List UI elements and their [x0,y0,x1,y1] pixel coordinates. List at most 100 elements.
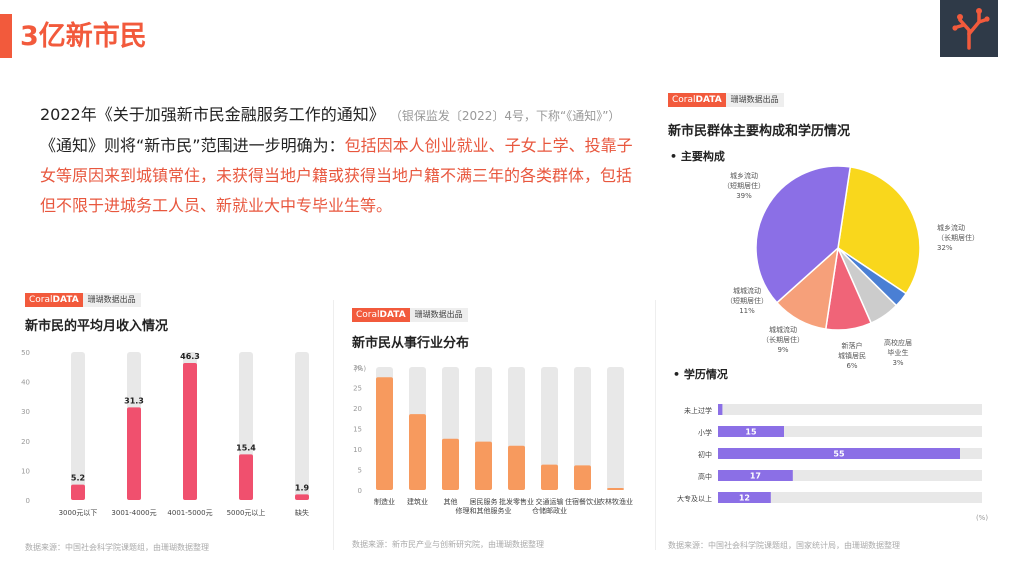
bar [475,441,492,490]
x-tick-label: 其他 [444,497,458,506]
bar-track [718,470,982,481]
data-label: 1.9 [295,483,310,492]
y-tick-label: 10 [21,467,30,475]
y-tick-label: 5 [358,467,362,475]
slice-name-label: 城乡流动 [937,223,965,232]
intro-note: （银保监发〔2022〕4号，下称“《通知》”） [389,109,621,123]
y-tick-label: 10 [353,446,362,454]
bar-track [718,492,982,503]
x-tick-label: 交通运输 [536,497,564,506]
data-label: 55 [833,450,845,459]
y-tick-label: 0 [358,487,362,495]
bar [718,492,771,503]
industry-source: 数据来源：新市民产业与创新研究院，由珊瑚数据整理 [352,540,544,549]
bar-track [718,404,982,415]
data-label: 31.3 [124,396,144,405]
slice-percent-label: 3% [892,359,903,367]
slice-percent-label: 11% [739,307,755,315]
x-tick-label: 修理和其他服务业 [456,506,512,515]
divider [333,300,334,550]
slice-name-label: （长期居住） [762,335,804,344]
income-source: 数据来源：中国社会科学院课题组，由珊瑚数据整理 [25,543,209,552]
bar [607,487,624,490]
badge-publisher: 珊瑚数据出品 [82,293,141,307]
coraldata-badge: CoralDATA 珊瑚数据出品 [668,93,784,107]
income-chart: 0 10 20 30 40 50 5.2 3000元以下 31.3 3001-4000元 46.3 4… [21,349,310,517]
intro-definition: 包括因本人创业就业、子女上学、投靠子女等原因来到城镇常住，未获得当地户籍或获得当… [40,136,633,215]
badge-brand: CoralDATA [352,308,410,322]
x-tick-label: 3001-4000元 [111,509,156,517]
education-subtitle: • 学历情况 [673,368,728,381]
y-tick-label: 高中 [698,472,712,481]
page-title: 3亿新市民 [20,21,147,52]
bar-track [541,367,558,490]
y-tick-label: 50 [21,349,30,357]
composition-pie-chart: 城乡流动（长期居住）32%高校应届毕业生3%新落户城镇居民6%城城流动（长期居住… [723,165,979,370]
data-label: 46.3 [180,352,200,361]
bar [183,362,197,500]
composition-subtitle: • 主要构成 [670,150,725,163]
bar [239,454,253,500]
title-accent-bar [0,14,12,58]
coraldata-badge: CoralDATA 珊瑚数据出品 [25,293,141,307]
x-tick-label: 4001-5000元 [167,509,212,517]
y-tick-label: 初中 [698,450,712,459]
education-source: 数据来源：中国社会科学院课题组，国家统计局，由珊瑚数据整理 [668,541,900,550]
x-tick-label: 制造业 [374,497,395,506]
pie-slice [837,166,921,295]
bar [127,407,141,500]
y-tick-label: 20 [353,405,362,413]
slice-percent-label: 6% [846,362,857,370]
bar-track [295,352,309,500]
y-tick-label: 15 [353,426,362,434]
bar [508,445,525,490]
composition-chart-title: 新市民群体主要构成和学历情况 [668,124,851,139]
pie-slice [755,165,852,304]
y-tick-label: 40 [21,379,30,387]
x-axis-unit: (%) [976,514,988,521]
badge-brand: CoralDATA [668,93,726,107]
intro-text: 2022年《关于加强新市民金融服务工作的通知》 （银保监发〔2022〕4号，下称… [40,100,640,221]
x-tick-label: 农林牧渔业 [598,497,633,506]
y-tick-label: 0 [26,497,30,505]
y-tick-label: 20 [21,438,30,446]
industry-chart: (%) 0 5 10 15 20 25 30 制造业 建筑业 其他 居民服务修理和其他服务业批发零售业… [353,364,633,515]
bar [376,377,393,490]
income-chart-title: 新市民的平均月收入情况 [25,319,169,334]
bar [718,470,793,481]
badge-publisher: 珊瑚数据出品 [409,308,468,322]
x-tick-label: 3000元以下 [59,509,98,517]
data-label: 5.2 [71,474,85,483]
badge-publisher: 珊瑚数据出品 [725,93,784,107]
education-chart: 未上过学小学15初中55高中17大专及以上120102030405060(%) [677,404,988,521]
slice-percent-label: 9% [777,346,788,354]
y-tick-label: 25 [353,385,362,393]
data-label: 15 [745,428,757,437]
slice-name-label: 毕业生 [888,348,909,357]
x-tick-label: 仓储邮政业 [532,506,567,515]
y-tick-label: 30 [353,364,362,372]
bar [718,448,960,459]
slice-name-label: （短期居住） [726,296,768,305]
coral-branch-icon [952,8,990,50]
x-tick-label: 缺失 [295,508,309,517]
coraldata-badge: CoralDATA 珊瑚数据出品 [352,308,468,322]
y-axis-unit: (%) [354,365,366,373]
slice-name-label: 城乡流动 [730,171,758,180]
slice-name-label: （短期居住） [723,181,765,190]
bar [718,404,723,415]
data-label: 15.4 [236,443,256,452]
y-tick-label: 30 [21,408,30,416]
intro-prefix: 《通知》则将“新市民”范围进一步明确为： [40,136,345,155]
slice-name-label: 高校应届 [884,338,912,347]
y-tick-label: 大专及以上 [677,494,712,503]
bar-track [607,367,624,490]
divider [655,300,656,550]
x-tick-label: 住宿餐饮业 [565,497,600,506]
bar-track [718,426,982,437]
slice-percent-label: 39% [736,192,752,200]
intro-main: 2022年《关于加强新市民金融服务工作的通知》 [40,105,385,124]
slice-percent-label: 32% [937,244,953,252]
slice-name-label: 城城流动 [769,325,797,334]
bar-track [574,367,591,490]
